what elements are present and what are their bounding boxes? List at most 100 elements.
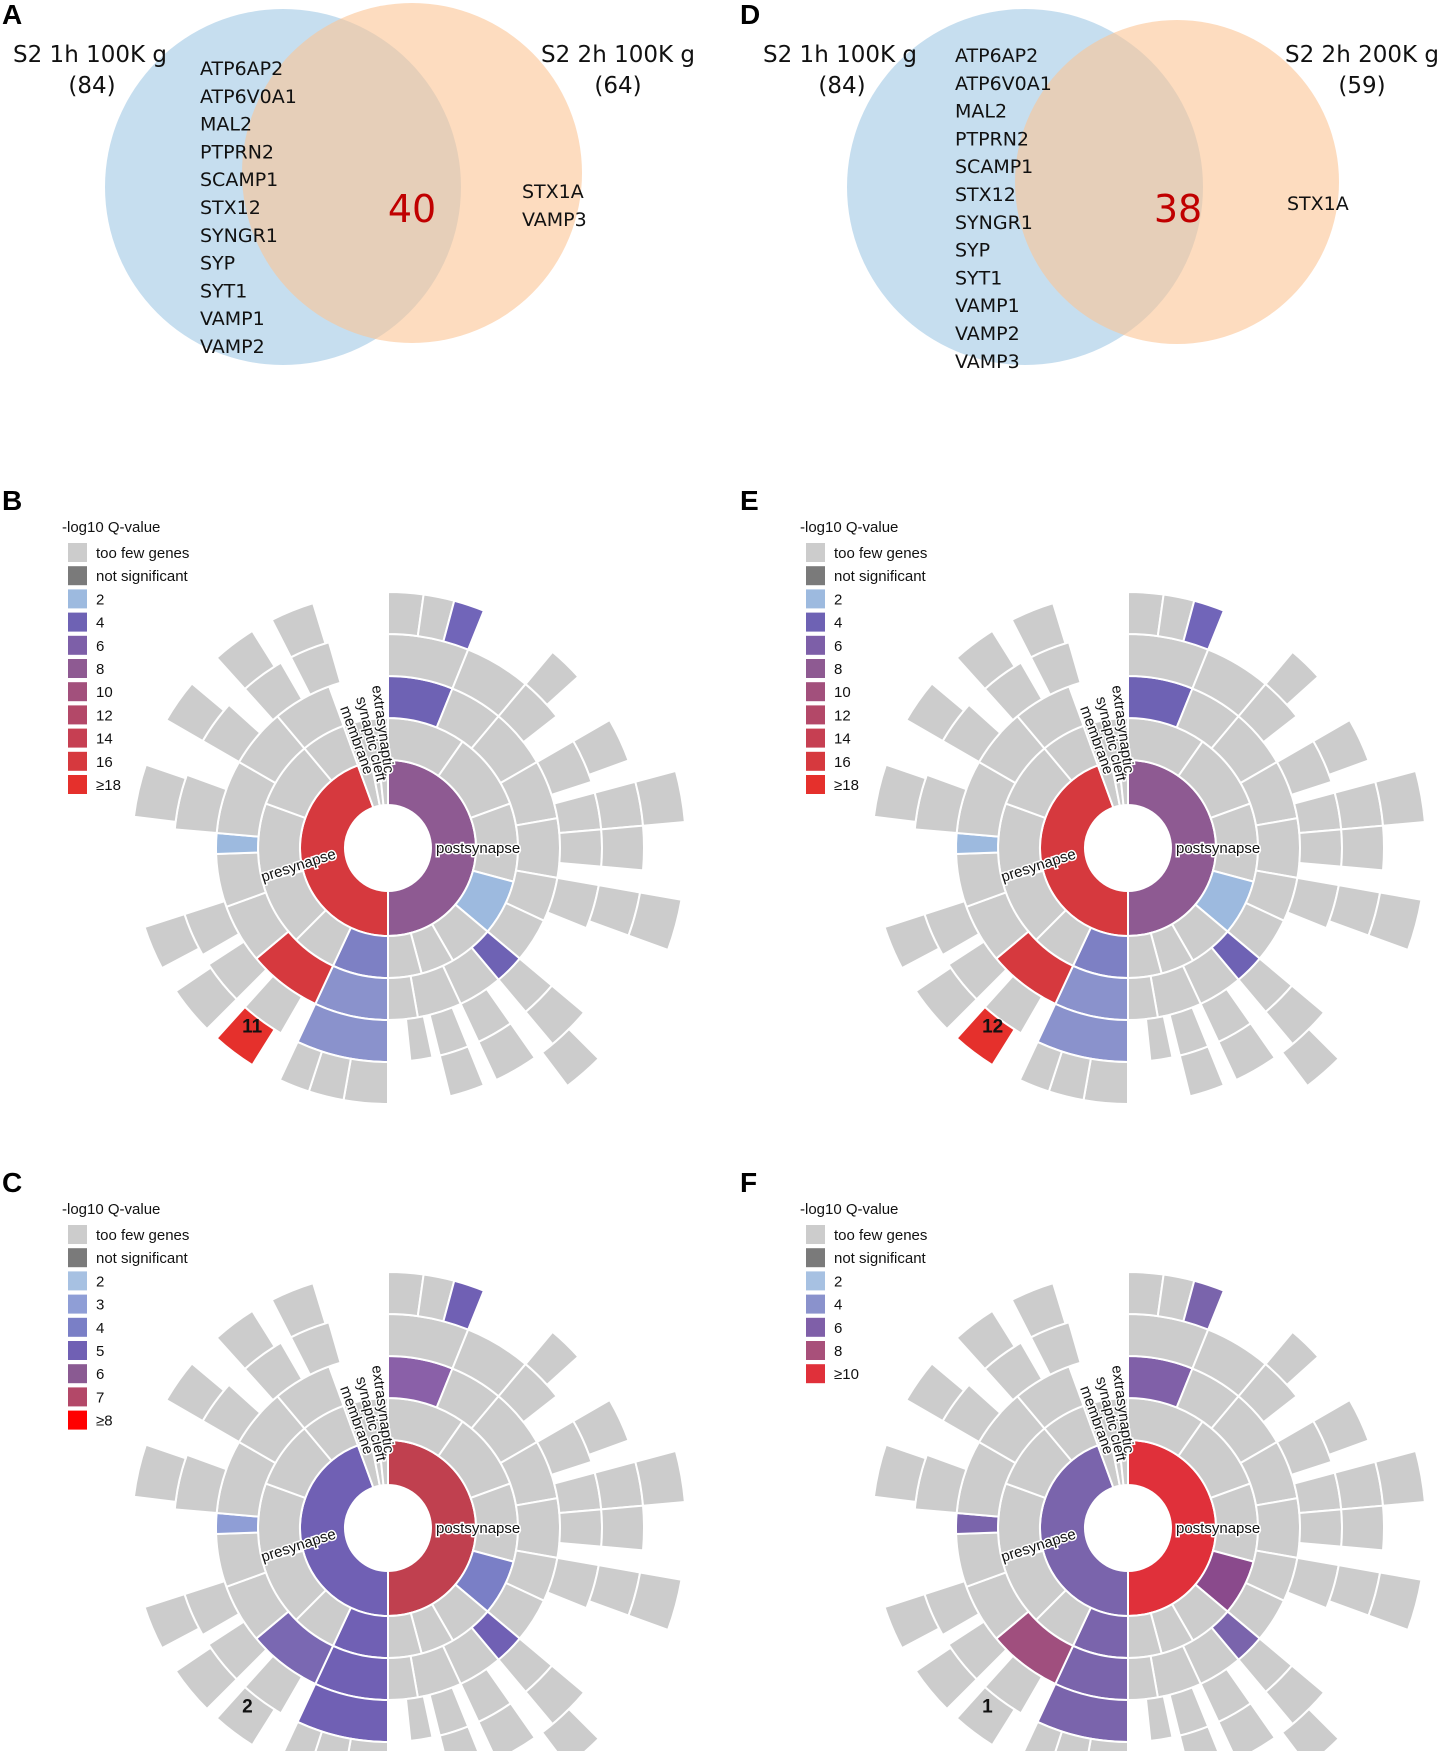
legend-label: ≥10 [834, 1366, 859, 1383]
legend-swatch [68, 682, 87, 702]
legend-swatch [68, 1294, 87, 1314]
gene-label: SCAMP1 [955, 156, 1033, 178]
legend-swatch [68, 775, 87, 794]
legend-swatch [68, 1248, 87, 1268]
legend-label: not significant [834, 1250, 927, 1267]
sunburst-segment [404, 1015, 434, 1062]
gene-label: STX12 [955, 184, 1016, 206]
sunburst-segment [1264, 984, 1326, 1046]
venn-right-circle [242, 3, 582, 343]
sunburst-segment [571, 1398, 630, 1457]
legend-title: -log10 Q-value [62, 519, 160, 536]
sunburst-segment [215, 1005, 276, 1067]
sunburst-segment [477, 1701, 537, 1751]
sunburst-segment [540, 1027, 601, 1088]
sunburst-segment [1298, 1508, 1344, 1548]
legend-label: 6 [834, 638, 842, 655]
legend-swatch [68, 635, 87, 655]
sunburst-segment [1333, 780, 1385, 831]
legend-label: not significant [96, 1250, 189, 1267]
sunburst-segment [1280, 1707, 1341, 1751]
sunburst-segment [872, 1443, 927, 1504]
sunburst-segment [1292, 791, 1343, 835]
sunburst-panel-f: F -log10 Q-value too few genes not signific… [740, 1167, 1426, 1751]
sunburst-segment [883, 912, 941, 970]
sunburst-segment [524, 650, 580, 707]
legend-label: 4 [96, 615, 104, 632]
sunburst-segment [914, 966, 979, 1031]
legend-swatch [806, 1248, 825, 1268]
gene-label: VAMP3 [522, 209, 587, 231]
legend-label: 6 [96, 1366, 104, 1383]
sunburst-segment [514, 1496, 562, 1560]
sunburst-segment [593, 780, 645, 831]
sunburst-segment [1340, 1504, 1386, 1552]
sunburst-segment [1178, 1725, 1220, 1751]
gene-label: SYT1 [200, 280, 247, 302]
panel-letter: B [2, 485, 22, 516]
gene-label: SCAMP1 [200, 169, 278, 191]
legend-swatch [68, 1387, 87, 1407]
venn-panel-a: A S2 1h 100K g (84) S2 2h 100K g (64) AT… [2, 0, 695, 365]
gene-label: SYP [200, 253, 235, 275]
sunburst-segment [1340, 824, 1386, 872]
outer-segment-count: 12 [982, 1017, 1003, 1038]
postsynapse-label: postsynapse [1176, 1520, 1260, 1537]
sunburst-segment [1264, 1330, 1320, 1387]
legend-swatch [68, 566, 87, 586]
sunburst-segment [955, 1005, 1016, 1067]
legend-swatch [68, 1271, 87, 1291]
legend-label: 12 [834, 707, 851, 724]
sunburst-segment [571, 718, 630, 777]
legend-swatch [806, 682, 825, 702]
sunburst-segment [552, 1471, 603, 1515]
legend-swatch [806, 1294, 825, 1314]
sunburst-segment [627, 891, 683, 952]
legend-swatch [68, 1341, 87, 1360]
sunburst-segment [278, 1040, 324, 1093]
legend-title: -log10 Q-value [62, 1201, 160, 1218]
venn-right-title: S2 2h 100K g [541, 42, 695, 68]
legend-label: 3 [96, 1297, 104, 1314]
sunburst-panel-e: E -log10 Q-value too few genes not signific… [740, 485, 1426, 1106]
panel-letter: E [740, 485, 759, 516]
venn-right-title: S2 2h 200K g [1285, 42, 1439, 68]
gene-label: SYNGR1 [955, 212, 1033, 234]
venn-right-count: (64) [594, 73, 641, 99]
postsynapse-label: postsynapse [1176, 840, 1260, 857]
sunburst-segment [342, 716, 389, 767]
venn-right-count: (59) [1338, 73, 1385, 99]
sunburst-segment [914, 1646, 979, 1711]
legend-label: 14 [96, 731, 113, 748]
legend-swatch [806, 635, 825, 655]
sunburst-segment [872, 763, 927, 824]
sunburst-segment [132, 1443, 187, 1504]
sunburst-segment [600, 824, 645, 872]
legend-label: 2 [96, 591, 104, 608]
legend-swatch [806, 612, 825, 632]
sunburst-segment [955, 1309, 1016, 1371]
venn-left-title: S2 1h 100K g [763, 42, 917, 68]
gene-label: VAMP2 [955, 323, 1020, 345]
legend-swatch [68, 1364, 87, 1384]
sunburst-segment [404, 1695, 434, 1742]
sunburst-segment [540, 1707, 601, 1751]
gene-label: STX12 [200, 197, 261, 219]
postsynapse-label: postsynapse [436, 840, 520, 857]
legend-label: not significant [834, 568, 927, 585]
sunburst-segment [1374, 769, 1426, 827]
legend-swatch [806, 751, 825, 771]
legend-label: 6 [96, 638, 104, 655]
legend-label: 10 [96, 684, 113, 701]
legend-label: 2 [834, 1273, 842, 1290]
legend-label: ≥18 [96, 777, 121, 794]
legend-swatch [806, 566, 825, 586]
outer-segment-count: 11 [242, 1017, 263, 1038]
sunburst-segment [593, 1460, 645, 1511]
venn-left-gene-list: ATP6AP2 ATP6V0A1 MAL2 PTPRN2 SCAMP1 STX12 SYNG… [955, 45, 1052, 373]
sunburst-segment [174, 1646, 239, 1711]
sunburst-segment [164, 682, 226, 743]
legend-title: -log10 Q-value [800, 519, 898, 536]
sunburst-segment [558, 828, 604, 868]
sunburst-segment [438, 1045, 486, 1098]
